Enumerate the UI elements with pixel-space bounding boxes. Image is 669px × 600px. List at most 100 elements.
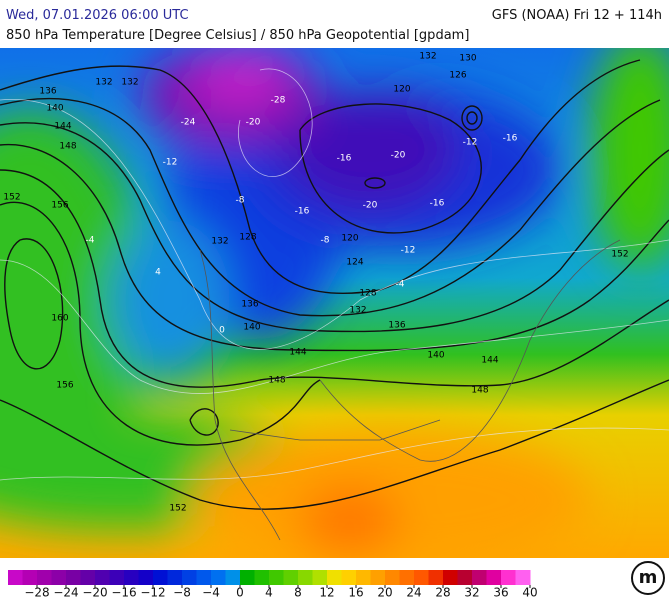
colorbar-swatch [225, 570, 241, 585]
colorbar-label: 20 [377, 586, 392, 600]
geopotential-label: 140 [46, 104, 63, 114]
temperature-label: -12 [401, 246, 416, 256]
geopotential-label: 148 [268, 376, 285, 386]
geopotential-label: 128 [359, 289, 376, 299]
colorbar-swatch [312, 570, 328, 585]
colorbar-label: 24 [406, 586, 421, 600]
colorbar-swatch [37, 570, 52, 585]
colorbar-swatch [80, 570, 96, 585]
geopotential-label: 160 [51, 314, 68, 324]
colorbar: −28 −24 −20 −16 −12 −8 −4 0 4 8 12 16 20 24 28 32 36 40 [8, 570, 538, 600]
temperature-label: 4 [155, 268, 161, 278]
colorbar-swatch [298, 570, 313, 585]
temperature-label: -16 [295, 207, 310, 217]
map-area: 132 136 140 144 148 152 156 160 156 152 132 132 128 1… [0, 48, 669, 558]
colorbar-swatch [153, 570, 168, 585]
colorbar-label: 4 [265, 586, 273, 600]
geopotential-label: 136 [241, 300, 258, 310]
coastlines [199, 239, 621, 541]
temperature-label: -24 [181, 118, 196, 128]
geopotential-label: 144 [481, 356, 498, 366]
colorbar-swatch [138, 570, 154, 585]
colorbar-label: −12 [140, 586, 165, 600]
colorbar-swatch [8, 570, 23, 585]
geopotential-label: 152 [611, 250, 628, 260]
geopotential-label: 136 [388, 321, 405, 331]
svg-text:m: m [639, 567, 658, 588]
parameter-title: 850 hPa Temperature [Degree Celsius] / 8… [6, 28, 469, 43]
geopotential-label: 140 [243, 323, 260, 333]
geopotential-label: 144 [54, 122, 71, 132]
colorbar-label: 16 [348, 586, 363, 600]
colorbar-swatch [501, 570, 516, 585]
colorbar-swatch [370, 570, 386, 585]
colorbar-label: −4 [202, 586, 220, 600]
colorbar-label: −28 [24, 586, 49, 600]
colorbar-label: 36 [493, 586, 508, 600]
geopotential-label: 126 [449, 71, 466, 81]
colorbar-label: −24 [53, 586, 78, 600]
geopotential-label: 130 [459, 54, 476, 64]
colorbar-label: 28 [435, 586, 450, 600]
colorbar-swatch [457, 570, 473, 585]
colorbar-swatch [124, 570, 139, 585]
temperature-contours [0, 68, 669, 481]
temperature-label: -20 [363, 201, 378, 211]
colorbar-swatch [428, 570, 444, 585]
model-run: GFS (NOAA) Fri 12 + 114h [492, 8, 662, 23]
colorbar-swatch [22, 570, 38, 585]
colorbar-swatch [167, 570, 183, 585]
temperature-label: -12 [163, 158, 178, 168]
colorbar-label: 40 [522, 586, 537, 600]
temperature-label: -20 [391, 151, 406, 161]
colorbar-swatch [385, 570, 400, 585]
colorbar-swatch [472, 570, 487, 585]
geopotential-label: 156 [51, 201, 68, 211]
colorbar-swatch [399, 570, 415, 585]
colorbar-swatch [51, 570, 67, 585]
colorbar-swatch [356, 570, 371, 585]
geopotential-label: 156 [56, 381, 73, 391]
colorbar-label: −16 [111, 586, 136, 600]
temperature-label: -20 [246, 118, 261, 128]
geopotential-label: 144 [289, 348, 306, 358]
geopotential-label: 148 [471, 386, 488, 396]
contour-labels: 132 136 140 144 148 152 156 160 156 152 132 132 128 1… [3, 52, 628, 514]
temperature-label: -8 [236, 196, 245, 206]
colorbar-swatch [240, 570, 255, 585]
geopotential-label: 136 [39, 87, 56, 97]
temperature-label: -16 [503, 134, 518, 144]
temperature-label: -12 [463, 138, 478, 148]
colorbar-swatch [95, 570, 110, 585]
colorbar-swatch [211, 570, 226, 585]
temperature-label: -8 [321, 236, 330, 246]
colorbar-label: −8 [173, 586, 191, 600]
geopotential-label: 120 [341, 234, 358, 244]
temperature-label: -28 [271, 96, 286, 106]
colorbar-swatch [196, 570, 212, 585]
colorbar-swatch [341, 570, 357, 585]
colorbar-label: 0 [236, 586, 244, 600]
geopotential-label: 140 [427, 351, 444, 361]
colorbar-swatch [254, 570, 270, 585]
temperature-label: 0 [219, 326, 225, 336]
geopotential-label: 128 [239, 233, 256, 243]
geopotential-label: 124 [346, 258, 363, 268]
temperature-label: -4 [86, 236, 95, 246]
colorbar-swatch [414, 570, 429, 585]
temperature-label: -4 [396, 280, 405, 290]
colorbar-swatch [109, 570, 125, 585]
colorbar-label: 12 [319, 586, 334, 600]
geopotential-label: 152 [3, 193, 20, 203]
geopotential-label: 148 [59, 142, 76, 152]
colorbar-swatch [486, 570, 502, 585]
geopotential-label: 132 [121, 78, 138, 88]
geopotential-label: 132 [95, 78, 112, 88]
colorbar-swatch [283, 570, 299, 585]
geopotential-label: 152 [169, 504, 186, 514]
datetime: Wed, 07.01.2026 06:00 UTC [6, 8, 189, 23]
colorbar-swatch [66, 570, 81, 585]
colorbar-label: −20 [82, 586, 107, 600]
